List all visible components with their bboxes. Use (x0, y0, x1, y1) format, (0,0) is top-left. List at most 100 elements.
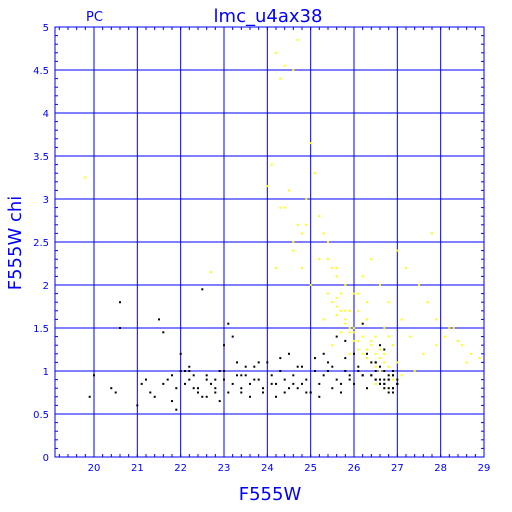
y-tick-label: 2 (43, 281, 49, 292)
black-data-point (184, 370, 186, 372)
black-data-point (387, 378, 390, 381)
black-data-point (175, 408, 178, 411)
yellow-data-point (353, 292, 355, 295)
black-data-point (270, 382, 273, 385)
x-tick-label: 28 (434, 463, 447, 474)
black-data-point (175, 387, 178, 390)
yellow-data-point (292, 241, 295, 243)
black-data-point (296, 387, 299, 390)
yellow-data-point (296, 223, 299, 226)
yellow-data-point (353, 327, 355, 329)
x-axis-label: F555W (239, 484, 302, 505)
black-data-point (231, 335, 234, 338)
black-data-point (314, 357, 316, 360)
yellow-data-point (366, 301, 368, 304)
black-data-point (353, 382, 355, 385)
black-data-point (322, 374, 325, 377)
y-tick-label: 4.5 (33, 66, 49, 77)
yellow-data-point (275, 266, 277, 269)
yellow-data-point (392, 378, 394, 381)
black-data-point (370, 374, 373, 377)
yellow-data-point (396, 361, 399, 364)
black-data-point (192, 387, 195, 390)
black-data-point (166, 378, 169, 381)
x-tick-label: 29 (478, 463, 491, 474)
black-data-point (214, 391, 217, 394)
black-data-point (188, 378, 191, 381)
black-data-point (240, 391, 243, 394)
black-data-point (240, 374, 243, 377)
black-data-point (335, 335, 338, 338)
x-tick-label: 25 (304, 463, 317, 474)
yellow-data-point (292, 69, 295, 71)
black-series (88, 288, 399, 411)
yellow-data-point (374, 365, 377, 368)
yellow-data-point (340, 331, 342, 334)
black-data-point (119, 327, 121, 329)
black-data-point (387, 374, 390, 377)
black-data-point (327, 370, 329, 372)
yellow-data-point (409, 335, 412, 338)
black-data-point (236, 374, 238, 377)
yellow-data-point (370, 339, 373, 342)
black-data-point (279, 370, 282, 372)
yellow-data-point (361, 352, 364, 355)
yellow-data-point (275, 51, 277, 54)
yellow-data-point (470, 352, 472, 355)
black-data-point (374, 370, 377, 372)
black-data-point (218, 370, 221, 372)
black-data-point (383, 387, 386, 390)
black-data-point (266, 361, 269, 364)
yellow-data-point (327, 241, 329, 243)
yellow-data-point (435, 344, 438, 347)
yellow-data-point (426, 301, 429, 304)
black-data-point (366, 387, 368, 390)
yellow-data-point (327, 292, 329, 295)
black-data-point (314, 370, 316, 372)
black-data-point (244, 374, 247, 377)
black-data-point (201, 395, 204, 398)
yellow-data-point (331, 266, 334, 269)
yellow-data-point (335, 305, 338, 308)
yellow-data-point (279, 206, 282, 209)
yellow-data-point (84, 176, 87, 179)
black-data-point (236, 361, 238, 364)
yellow-data-point (374, 335, 377, 338)
yellow-data-point (348, 327, 351, 329)
black-data-point (331, 387, 334, 390)
black-data-point (162, 382, 165, 385)
black-data-point (318, 382, 321, 385)
yellow-data-point (266, 185, 269, 188)
plot-frame (54, 26, 485, 458)
yellow-data-point (335, 266, 338, 269)
black-data-point (340, 391, 342, 394)
yellow-data-point (327, 258, 329, 261)
yellow-data-point (366, 357, 368, 360)
black-data-point (136, 404, 139, 407)
black-data-point (93, 374, 95, 377)
black-data-point (275, 395, 277, 398)
yellow-data-point (335, 296, 338, 299)
yellow-series (84, 38, 481, 390)
black-data-point (344, 370, 347, 372)
yellow-data-point (353, 331, 355, 334)
black-data-point (214, 387, 217, 390)
yellow-data-point (444, 335, 446, 338)
black-data-point (344, 357, 347, 360)
yellow-data-point (366, 348, 368, 351)
black-data-point (249, 395, 251, 398)
black-data-point (379, 378, 381, 381)
yellow-data-point (296, 38, 299, 41)
yellow-data-point (292, 249, 295, 252)
yellow-data-point (283, 206, 286, 209)
yellow-data-point (344, 309, 347, 312)
yellow-data-point (340, 309, 342, 312)
black-data-point (114, 391, 117, 394)
black-data-point (205, 395, 208, 398)
black-data-point (370, 361, 373, 364)
yellow-data-point (270, 163, 273, 166)
chart-title: lmc_u4ax38 (214, 6, 323, 27)
black-data-point (387, 387, 390, 390)
